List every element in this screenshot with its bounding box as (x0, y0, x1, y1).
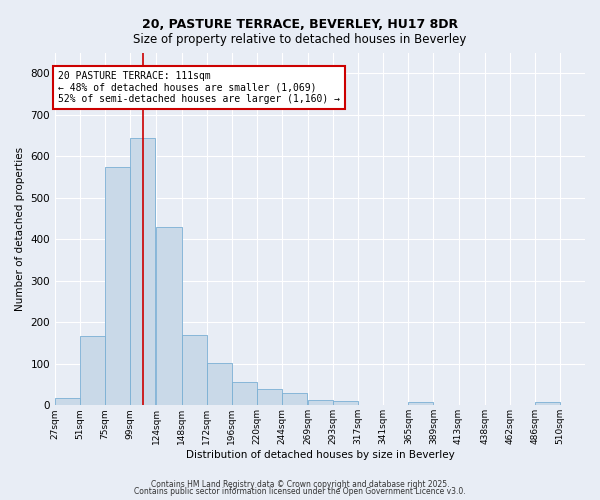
Bar (535, 402, 560, 406)
Y-axis label: Number of detached properties: Number of detached properties (15, 147, 25, 311)
Bar (130, 138, 155, 406)
Bar (80, 336, 105, 406)
Bar (282, 393, 307, 406)
Text: Size of property relative to detached houses in Beverley: Size of property relative to detached ho… (133, 32, 467, 46)
Text: 20, PASTURE TERRACE, BEVERLEY, HU17 8DR: 20, PASTURE TERRACE, BEVERLEY, HU17 8DR (142, 18, 458, 30)
Bar (308, 400, 333, 406)
Bar (333, 401, 358, 406)
Text: Contains public sector information licensed under the Open Government Licence v3: Contains public sector information licen… (134, 488, 466, 496)
Bar (105, 166, 130, 406)
Bar (206, 363, 232, 406)
X-axis label: Distribution of detached houses by size in Beverley: Distribution of detached houses by size … (185, 450, 454, 460)
Text: Contains HM Land Registry data © Crown copyright and database right 2025.: Contains HM Land Registry data © Crown c… (151, 480, 449, 489)
Bar (232, 382, 257, 406)
Bar (157, 227, 182, 406)
Bar (55, 398, 80, 406)
Bar (409, 402, 433, 406)
Bar (257, 388, 282, 406)
Bar (182, 334, 206, 406)
Text: 20 PASTURE TERRACE: 111sqm
← 48% of detached houses are smaller (1,069)
52% of s: 20 PASTURE TERRACE: 111sqm ← 48% of deta… (58, 71, 340, 104)
